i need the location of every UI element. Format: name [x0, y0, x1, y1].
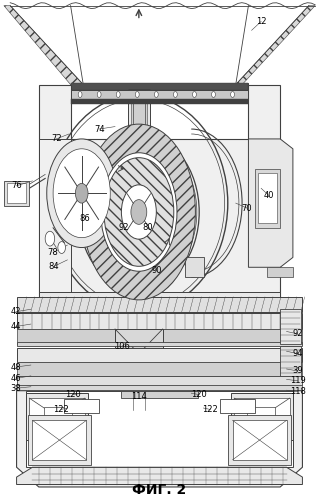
- Polygon shape: [39, 85, 280, 307]
- Circle shape: [104, 158, 174, 266]
- Polygon shape: [4, 5, 83, 85]
- Circle shape: [122, 185, 156, 239]
- Bar: [17, 376, 302, 385]
- Text: 80: 80: [142, 223, 153, 233]
- Text: 48: 48: [11, 362, 21, 372]
- Bar: [234, 398, 290, 435]
- Text: 72: 72: [51, 134, 62, 143]
- Text: 46: 46: [11, 374, 21, 383]
- Text: 120: 120: [191, 390, 207, 399]
- Bar: [17, 342, 302, 346]
- Text: 90: 90: [151, 266, 162, 275]
- Circle shape: [53, 149, 110, 238]
- Bar: [185, 257, 204, 277]
- Polygon shape: [17, 467, 302, 485]
- Bar: [26, 393, 88, 440]
- Text: 114: 114: [131, 392, 147, 401]
- Bar: [4, 181, 29, 206]
- Text: 76: 76: [11, 181, 22, 190]
- Bar: [17, 348, 302, 362]
- Text: 119: 119: [290, 376, 306, 385]
- Circle shape: [78, 91, 82, 97]
- Text: 70: 70: [241, 204, 252, 213]
- Polygon shape: [17, 391, 302, 487]
- Polygon shape: [268, 267, 293, 277]
- Polygon shape: [70, 83, 249, 89]
- Text: 92: 92: [293, 329, 303, 338]
- Circle shape: [116, 91, 120, 97]
- Circle shape: [97, 91, 101, 97]
- Text: 40: 40: [264, 191, 274, 200]
- Text: 106: 106: [114, 342, 130, 351]
- Circle shape: [131, 200, 147, 225]
- Bar: [7, 183, 26, 203]
- Bar: [131, 89, 147, 139]
- Polygon shape: [70, 99, 249, 104]
- Text: 84: 84: [49, 262, 59, 271]
- Text: 120: 120: [65, 390, 81, 399]
- Bar: [220, 399, 255, 413]
- Bar: [28, 415, 91, 465]
- Circle shape: [174, 91, 177, 97]
- Circle shape: [101, 153, 177, 271]
- Bar: [258, 174, 277, 223]
- Bar: [29, 398, 85, 435]
- Text: 94: 94: [293, 349, 303, 358]
- Polygon shape: [249, 139, 293, 267]
- Circle shape: [75, 183, 88, 203]
- Circle shape: [193, 91, 196, 97]
- Polygon shape: [39, 307, 280, 321]
- Bar: [115, 329, 163, 364]
- Bar: [39, 292, 280, 307]
- Bar: [233, 420, 286, 460]
- Bar: [280, 309, 301, 344]
- Bar: [70, 89, 249, 99]
- Bar: [255, 169, 280, 228]
- Circle shape: [211, 91, 215, 97]
- Text: ФИГ. 2: ФИГ. 2: [132, 484, 187, 498]
- Polygon shape: [17, 362, 302, 376]
- Text: 38: 38: [11, 384, 21, 393]
- Circle shape: [135, 91, 139, 97]
- Circle shape: [47, 139, 117, 248]
- Bar: [122, 391, 197, 398]
- Polygon shape: [17, 329, 302, 344]
- Circle shape: [45, 231, 55, 246]
- Bar: [231, 393, 293, 440]
- Bar: [228, 415, 291, 465]
- Circle shape: [231, 91, 234, 97]
- Text: 92: 92: [119, 223, 129, 233]
- Text: 12: 12: [256, 17, 266, 26]
- Bar: [128, 88, 150, 139]
- Bar: [33, 420, 86, 460]
- Bar: [44, 408, 72, 424]
- Text: 122: 122: [203, 405, 218, 414]
- Circle shape: [154, 91, 158, 97]
- Text: 39: 39: [292, 366, 303, 375]
- Circle shape: [58, 242, 65, 253]
- Circle shape: [82, 124, 196, 300]
- Bar: [17, 313, 302, 329]
- Bar: [17, 385, 302, 391]
- Text: 44: 44: [11, 322, 21, 331]
- Text: 122: 122: [53, 405, 69, 414]
- Bar: [17, 297, 302, 312]
- Text: 118: 118: [290, 387, 306, 396]
- Bar: [70, 83, 249, 89]
- Text: 86: 86: [79, 215, 90, 224]
- Bar: [280, 346, 301, 376]
- Bar: [64, 399, 99, 413]
- Text: 74: 74: [94, 125, 104, 134]
- Text: 78: 78: [48, 248, 58, 257]
- Text: 42: 42: [11, 307, 21, 316]
- Polygon shape: [39, 139, 70, 297]
- Bar: [247, 408, 275, 424]
- Polygon shape: [236, 5, 315, 85]
- Bar: [26, 391, 293, 467]
